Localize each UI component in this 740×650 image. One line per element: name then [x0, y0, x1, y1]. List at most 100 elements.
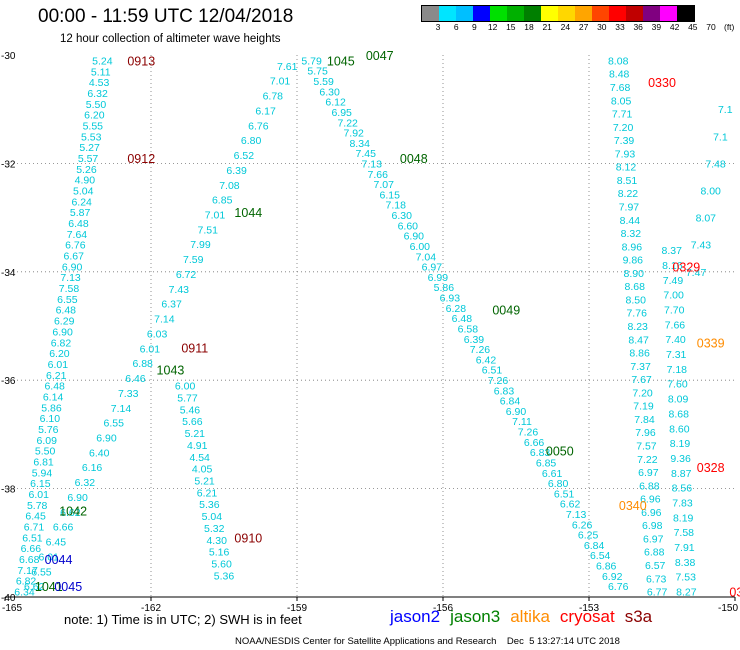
wave-height-value: 8.22 [618, 188, 639, 200]
wave-height-value: 8.47 [628, 334, 649, 346]
wave-height-value: 7.99 [190, 239, 211, 251]
wave-height-value: 6.92 [602, 571, 623, 583]
wave-height-value: 7.22 [637, 454, 658, 466]
wave-height-value: 7.91 [674, 542, 695, 554]
wave-height-value: 7.1 [718, 104, 733, 116]
wave-height-value: 6.76 [608, 581, 629, 593]
pass-time-label: 1044 [234, 206, 262, 220]
wave-height-value: 6.66 [524, 437, 545, 449]
wave-height-value: 6.96 [640, 494, 661, 506]
colorbar-label: 6 [453, 22, 459, 32]
y-tick-label: -40 [1, 593, 16, 604]
map-title: 00:00 - 11:59 UTC 12/04/2018 [38, 6, 294, 27]
wave-height-value: 5.11 [91, 66, 111, 78]
wave-height-value: 5.66 [182, 416, 203, 428]
wave-height-value: 4.05 [192, 464, 213, 476]
wave-height-value: 4.30 [206, 535, 227, 547]
wave-height-value: 6.48 [68, 218, 89, 230]
wave-height-value: 6.83 [530, 447, 551, 459]
wave-height-value: 7.45 [355, 148, 376, 160]
wave-height-value: 6.21 [197, 487, 218, 499]
wave-height-value: 4.53 [89, 77, 110, 89]
wave-height-value: 7.66 [665, 319, 686, 331]
wave-height-value: 5.50 [86, 99, 107, 111]
wave-height-value: 7.58 [59, 283, 80, 295]
wave-height-value: 8.09 [668, 394, 689, 406]
wave-height-value: 7.68 [610, 82, 631, 94]
wave-height-value: 7.76 [626, 308, 647, 320]
map-subtitle: 12 hour collection of altimeter wave hei… [60, 33, 281, 45]
colorbar-swatch [439, 6, 456, 21]
colorbar-label: 27 [578, 22, 589, 32]
wave-height-value: 6.30 [319, 86, 340, 98]
pass-time-label: 1042 [59, 504, 87, 518]
wave-height-value: 8.68 [625, 281, 646, 293]
wave-height-value: 6.96 [641, 507, 662, 519]
wave-height-value: 7.43 [169, 284, 190, 296]
wave-height-value: 6.37 [161, 299, 182, 311]
wave-height-value: 6.15 [380, 189, 401, 201]
colorbar-swatch [609, 6, 626, 21]
wave-height-value: 6.62 [24, 581, 45, 593]
wave-height-value: 5.77 [177, 392, 198, 404]
legend-entry: jason2 [390, 607, 441, 626]
wave-height-value: 8.16 [662, 260, 683, 272]
colorbar-swatch [507, 6, 524, 21]
wave-height-value: 5.59 [313, 76, 334, 88]
wave-height-value: 7.83 [672, 498, 693, 510]
colorbar-label: 30 [597, 22, 607, 32]
credit-line: NOAA/NESDIS Center for Satellite Applica… [235, 636, 620, 647]
wave-height-value: 6.39 [464, 334, 485, 346]
satellite-legend: jason2 jason3 altika cryosat s3a [390, 607, 662, 627]
wave-height-value: 4.54 [189, 452, 210, 464]
wave-height-value: 6.39 [226, 165, 247, 177]
wave-height-value: 7.13 [60, 272, 81, 284]
wave-height-value: 7.07 [374, 179, 395, 191]
wave-height-value: 6.03 [147, 328, 168, 340]
colorbar-label: 33 [615, 22, 625, 32]
wave-height-value: 7.00 [663, 290, 684, 302]
wave-height-value: 6.97 [643, 533, 664, 545]
colorbar-label: 36 [633, 22, 643, 32]
wave-height-value: 8.23 [627, 321, 648, 333]
pass-time-label: 0910 [234, 531, 262, 545]
wave-height-value: 8.50 [626, 294, 647, 306]
wave-height-value: 7.04 [416, 251, 437, 263]
wave-height-value: 6.80 [241, 135, 262, 147]
wave-height-value: 7.31 [666, 349, 687, 361]
wave-height-value: 6.26 [572, 519, 593, 531]
x-tick-label: -159 [287, 603, 307, 614]
colorbar-label: 45 [688, 22, 698, 32]
pass-time-label: 0329 [672, 260, 700, 274]
colorbar-swatch [541, 6, 558, 21]
y-tick-label: -30 [1, 51, 16, 62]
wave-height-value: 6.16 [82, 462, 103, 474]
colorbar-label: 70 [706, 22, 716, 32]
colorbar-label: 9 [472, 22, 477, 32]
wave-height-value: 8.56 [672, 483, 693, 495]
wave-height-value: 5.26 [76, 164, 97, 176]
wave-height-value: 7.20 [613, 122, 634, 134]
pass-time-label: 0044 [45, 553, 73, 567]
wave-height-value: 8.32 [621, 228, 642, 240]
colorbar-label: 3 [435, 22, 441, 32]
wave-height-value: 5.76 [38, 424, 59, 436]
pass-time-label: 0330 [648, 76, 676, 90]
wave-height-value: 6.76 [65, 240, 86, 252]
wave-height-value: 7.19 [633, 401, 654, 413]
colorbar-swatch [592, 6, 609, 21]
wave-height-value: 6.12 [325, 97, 346, 109]
wave-height-value: 7.71 [612, 109, 633, 121]
wave-height-value: 6.32 [87, 88, 108, 100]
wave-height-value: 6.88 [644, 547, 665, 559]
wave-height-value: 6.01 [140, 343, 161, 355]
wave-height-value: 6.66 [53, 522, 74, 534]
wave-height-value: 7.93 [615, 148, 636, 160]
wave-height-value: 7.40 [665, 334, 686, 346]
wave-height-value: 6.84 [584, 540, 605, 552]
pass-time-label: 0049 [492, 304, 520, 318]
y-tick-label: -34 [1, 268, 16, 279]
wave-height-value: 4.90 [75, 175, 96, 187]
wave-height-value: 6.15 [30, 478, 51, 490]
